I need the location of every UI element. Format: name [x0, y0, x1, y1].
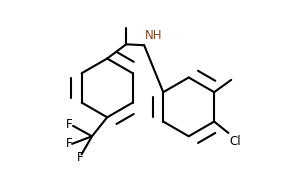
- Text: F: F: [65, 137, 72, 150]
- Text: F: F: [77, 151, 84, 164]
- Text: Cl: Cl: [229, 135, 241, 148]
- Text: NH: NH: [145, 29, 163, 42]
- Text: F: F: [66, 118, 73, 131]
